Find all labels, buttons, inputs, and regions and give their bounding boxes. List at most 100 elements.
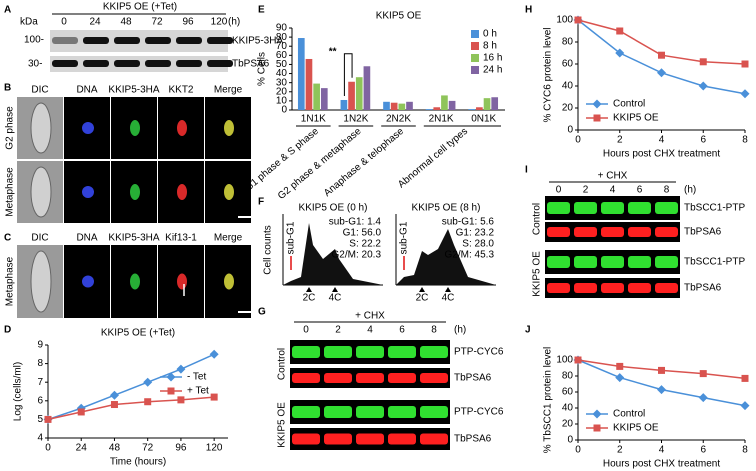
axis-title: % Cells [257,52,268,86]
band [324,406,352,418]
channel-header: DNA [76,85,97,96]
panel-letter: E [258,5,265,16]
band [601,227,624,237]
bar [348,81,355,110]
axis-title: % TbSCC1 protein level [543,347,554,454]
x-tick-label: 0 [45,443,51,454]
band-label: TbPSA6 [454,434,492,445]
data-point [615,48,625,58]
legend-swatch [471,54,479,62]
band [628,256,651,268]
x-tick-label: 1N2K [343,114,368,125]
histogram [396,229,496,285]
channel-header: Merge [214,233,243,244]
data-point [616,362,624,370]
x-tick-label: 8 [742,445,748,456]
kda-label: kDa [20,17,38,28]
panel-letter: C [4,233,11,244]
data-point [592,409,602,419]
y-tick-label: 0 [281,105,287,116]
lane-label: 8 [664,185,670,196]
band [628,283,651,293]
y-tick-label: 30 [276,77,288,88]
band [292,433,320,445]
row-label: Metaphase [5,167,16,217]
x-tick-label: 48 [109,443,121,454]
axis-title: Log (cells/ml) [13,362,24,421]
histogram-title: KKIP5 OE (0 h) [299,203,368,214]
x-tick-label: 0 [575,445,581,456]
band [655,256,678,268]
group-label: KKIP5 OE [277,402,288,448]
bar [433,107,441,110]
data-point [741,60,749,68]
lane-label: 0 [556,185,562,196]
bar [476,107,483,110]
band-label: TbPSA6 [684,283,722,294]
stat-label: S: 28.0 [462,239,494,250]
band-label: KKIP5-3HA [232,36,283,47]
channel-header: DNA [76,233,97,244]
y-tick-label: 9 [37,340,43,351]
unit-label: (h) [228,17,240,28]
data-point [574,356,582,364]
legend-label: + Tet [187,386,209,397]
band [207,60,233,67]
lane-label: 2 [583,185,589,196]
bar [448,100,456,110]
panel-letter: F [258,197,264,208]
condition-label: + CHX [355,311,385,322]
band [547,256,570,268]
row-label: Metaphase [5,256,16,306]
stat-label: S: 22.2 [349,239,381,250]
channel-header: DIC [31,85,48,96]
band [547,283,570,293]
bar [313,83,320,110]
data-point [658,51,665,59]
data-point [593,114,601,122]
data-point [176,364,186,374]
band [628,202,651,214]
legend-label: KKIP5 OE [613,113,659,124]
x-tick-label: 0N1K [471,114,496,125]
legend-label: 24 h [483,65,502,76]
histogram [283,223,383,285]
data-point [592,99,602,109]
unit-label: (h) [684,185,696,196]
x-tick-label: 2N2K [386,114,411,125]
axis-title: % CYC6 protein level [543,27,554,122]
stat-label: G2/M: 20.3 [332,250,382,261]
legend-label: 8 h [483,41,497,52]
y-tick-label: 60 [562,59,574,70]
marker-label: 30- [28,59,42,70]
signal [82,186,94,198]
signal [224,120,234,136]
band [52,37,78,44]
bar [355,77,363,110]
histogram-title: KKIP5 OE (8 h) [412,203,481,214]
legend-label: Control [613,99,645,110]
unit-label: (h) [454,325,466,336]
stat-label: G2/M: 45.3 [445,250,495,261]
y-tick-label: 40 [276,68,288,79]
band [628,227,651,237]
lane-label: 120 [211,17,228,28]
marker-label: 100- [24,35,44,46]
group-label: KKIP5 OE [532,251,543,297]
data-point [698,393,708,403]
data-point [144,398,152,406]
band [420,346,448,358]
peak-label: 4C [329,293,342,304]
panel-letter: H [525,5,532,16]
panel-letter: A [4,5,11,16]
chart-title: KKIP5 OE (+Tet) [101,328,175,339]
panel-letter: D [4,325,11,336]
cell [30,166,52,218]
panel-letter: J [525,325,531,336]
lane-label: 8 [431,325,437,336]
y-tick-label: 40 [562,81,574,92]
band [574,202,597,214]
data-point [616,27,624,35]
x-tick-label: 4 [659,135,665,146]
y-tick-label: 0 [567,435,573,446]
